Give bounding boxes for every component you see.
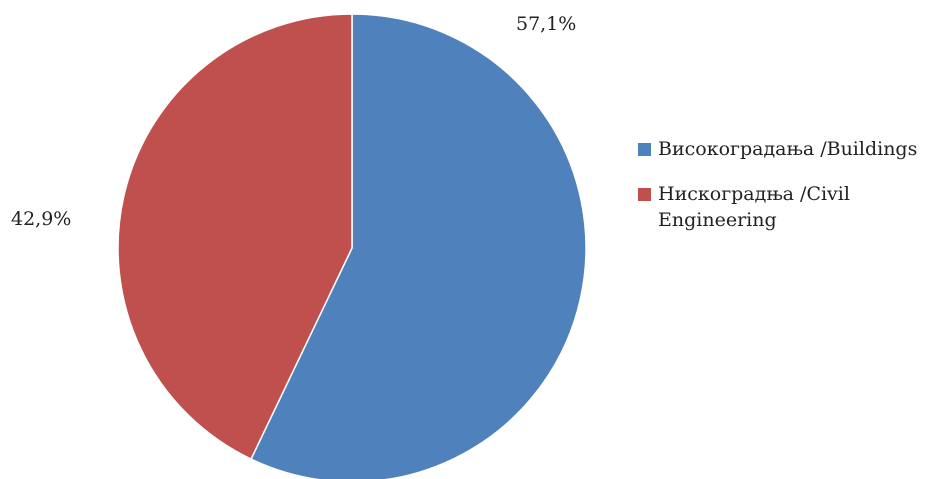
legend-item-buildings: Високоградања /Buildings <box>638 136 928 162</box>
legend: Високоградања /Buildings Нискоградња /Ci… <box>638 136 928 252</box>
legend-swatch-civil-engineering <box>638 188 651 201</box>
legend-label-buildings: Високоградања /Buildings <box>658 138 918 160</box>
pie-slice-civil-engineering <box>117 13 353 460</box>
legend-label-civil-engineering: Нискоградња /Civil Engineering <box>658 183 850 231</box>
data-label-buildings: 57,1% <box>516 13 577 35</box>
data-label-civil-engineering: 42,9% <box>11 208 72 230</box>
legend-item-civil-engineering: Нискоградња /Civil Engineering <box>638 181 928 233</box>
legend-swatch-buildings <box>638 143 651 156</box>
pie-slice-buildings <box>250 13 587 479</box>
